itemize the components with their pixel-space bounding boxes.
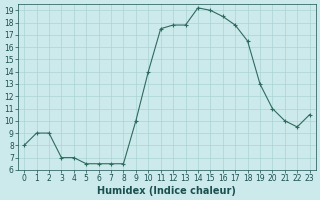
X-axis label: Humidex (Indice chaleur): Humidex (Indice chaleur) — [98, 186, 236, 196]
